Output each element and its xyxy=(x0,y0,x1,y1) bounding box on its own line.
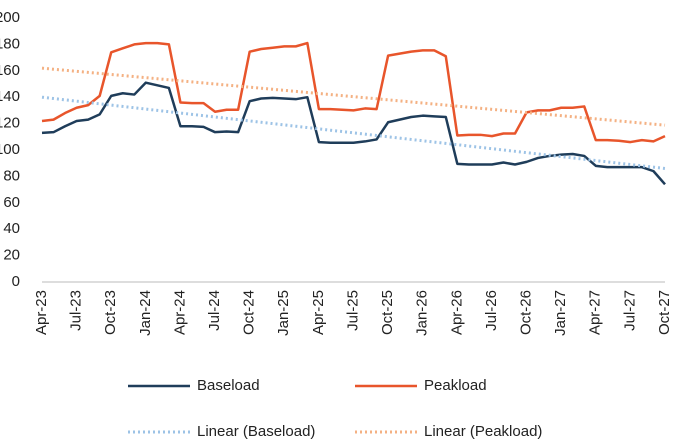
trend-line xyxy=(41,66,666,127)
y-tick-label: 20 xyxy=(3,247,20,264)
x-tick-label: Apr-27 xyxy=(587,290,604,335)
y-tick-label: 200 xyxy=(0,9,20,26)
legend-label: Baseload xyxy=(197,377,260,394)
y-tick-label: 180 xyxy=(0,35,20,52)
x-tick-label: Jan-24 xyxy=(137,290,154,336)
legend-label: Peakload xyxy=(424,377,487,394)
x-tick-label: Oct-24 xyxy=(241,290,258,335)
y-tick-label: 160 xyxy=(0,62,20,79)
x-tick-label: Apr-24 xyxy=(171,290,188,335)
x-tick-label: Oct-26 xyxy=(518,290,535,335)
x-tick-label: Jul-25 xyxy=(344,290,361,331)
x-tick-label: Apr-26 xyxy=(448,290,465,335)
y-tick-label: 120 xyxy=(0,115,20,132)
x-tick-label: Apr-23 xyxy=(33,290,50,335)
series-line xyxy=(41,41,666,144)
x-tick-label: Jul-27 xyxy=(621,290,638,331)
series-line xyxy=(41,81,666,186)
x-tick-label: Oct-23 xyxy=(102,290,119,335)
x-tick-label: Apr-25 xyxy=(310,290,327,335)
x-tick-label: Jan-25 xyxy=(275,290,292,336)
y-tick-label: 60 xyxy=(3,194,20,211)
y-tick-label: 100 xyxy=(0,141,20,158)
x-tick-label: Oct-25 xyxy=(379,290,396,335)
x-tick-label: Jul-26 xyxy=(483,290,500,331)
legend-label: Linear (Peakload) xyxy=(424,423,542,440)
y-tick-label: 0 xyxy=(12,273,20,290)
x-tick-label: Jan-27 xyxy=(552,290,569,336)
x-tick-label: Oct-27 xyxy=(656,290,673,335)
y-tick-label: 80 xyxy=(3,167,20,184)
x-tick-label: Jul-23 xyxy=(68,290,85,331)
legend-label: Linear (Baseload) xyxy=(197,423,315,440)
x-tick-label: Jul-24 xyxy=(206,290,223,331)
y-tick-label: 140 xyxy=(0,88,20,105)
x-tick-label: Jan-26 xyxy=(414,290,431,336)
y-tick-label: 40 xyxy=(3,220,20,237)
